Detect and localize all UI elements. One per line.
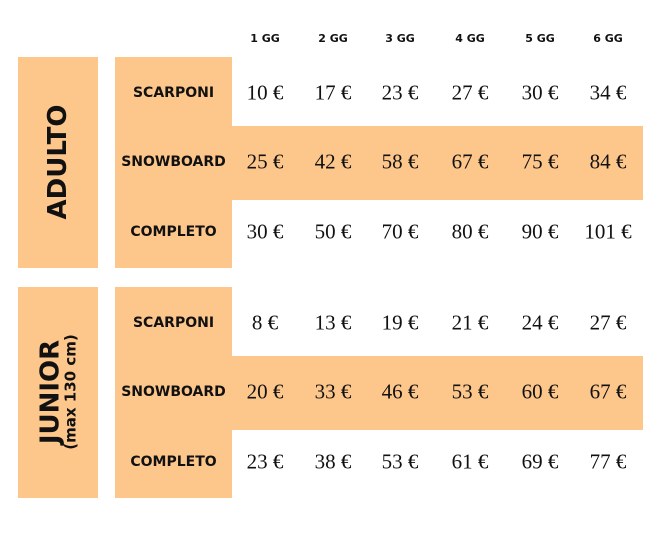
price: 58 € (381, 149, 419, 174)
price: 24 € (521, 310, 559, 335)
price: 23 € (246, 449, 284, 474)
price: 67 € (589, 379, 627, 404)
price: 75 € (521, 149, 559, 174)
price: 70 € (381, 219, 419, 244)
price: 69 € (521, 449, 559, 474)
group-label: JUNIOR (max 130 cm) (35, 334, 80, 450)
column-header: 2 GG (318, 32, 348, 45)
price: 53 € (451, 379, 489, 404)
column-header: 5 GG (525, 32, 555, 45)
row-label: SCARPONI (132, 315, 215, 331)
column-header: 6 GG (593, 32, 623, 45)
row-label: COMPLETO (130, 224, 217, 240)
price: 25 € (246, 149, 284, 174)
group-box (18, 287, 98, 498)
price: 27 € (589, 310, 627, 335)
price: 10 € (246, 80, 284, 105)
price: 27 € (451, 80, 489, 105)
price: 61 € (451, 449, 489, 474)
price: 42 € (314, 149, 352, 174)
price: 84 € (589, 149, 627, 174)
price: 30 € (521, 80, 559, 105)
price: 8 € (251, 310, 279, 335)
price: 50 € (314, 219, 352, 244)
price: 60 € (521, 379, 559, 404)
group-box (18, 57, 98, 268)
price: 20 € (246, 379, 284, 404)
highlight-band (232, 126, 643, 200)
group-label: ADULTO (43, 104, 73, 220)
price: 38 € (314, 449, 352, 474)
price: 13 € (314, 310, 352, 335)
price: 67 € (451, 149, 489, 174)
group-title: JUNIOR (35, 339, 66, 445)
row-label: SNOWBOARD (121, 154, 226, 170)
row-label: SNOWBOARD (121, 384, 226, 400)
price: 101 € (584, 219, 632, 244)
row-label: COMPLETO (130, 454, 217, 470)
row-label-box (115, 57, 232, 268)
price: 53 € (381, 449, 419, 474)
highlight-band (232, 356, 643, 430)
price: 46 € (381, 379, 419, 404)
price: 23 € (381, 80, 419, 105)
column-header: 4 GG (455, 32, 485, 45)
column-header: 3 GG (385, 32, 415, 45)
price: 90 € (521, 219, 559, 244)
group-subtitle: (max 130 cm) (61, 334, 80, 450)
row-label: SCARPONI (132, 85, 215, 101)
group-title: ADULTO (43, 104, 73, 220)
price: 33 € (314, 379, 352, 404)
price: 19 € (381, 310, 419, 335)
price: 34 € (589, 80, 627, 105)
row-label-box (115, 287, 232, 498)
price: 80 € (451, 219, 489, 244)
price: 30 € (246, 219, 284, 244)
price: 21 € (451, 310, 489, 335)
price: 77 € (589, 449, 627, 474)
column-header: 1 GG (250, 32, 280, 45)
price: 17 € (314, 80, 352, 105)
